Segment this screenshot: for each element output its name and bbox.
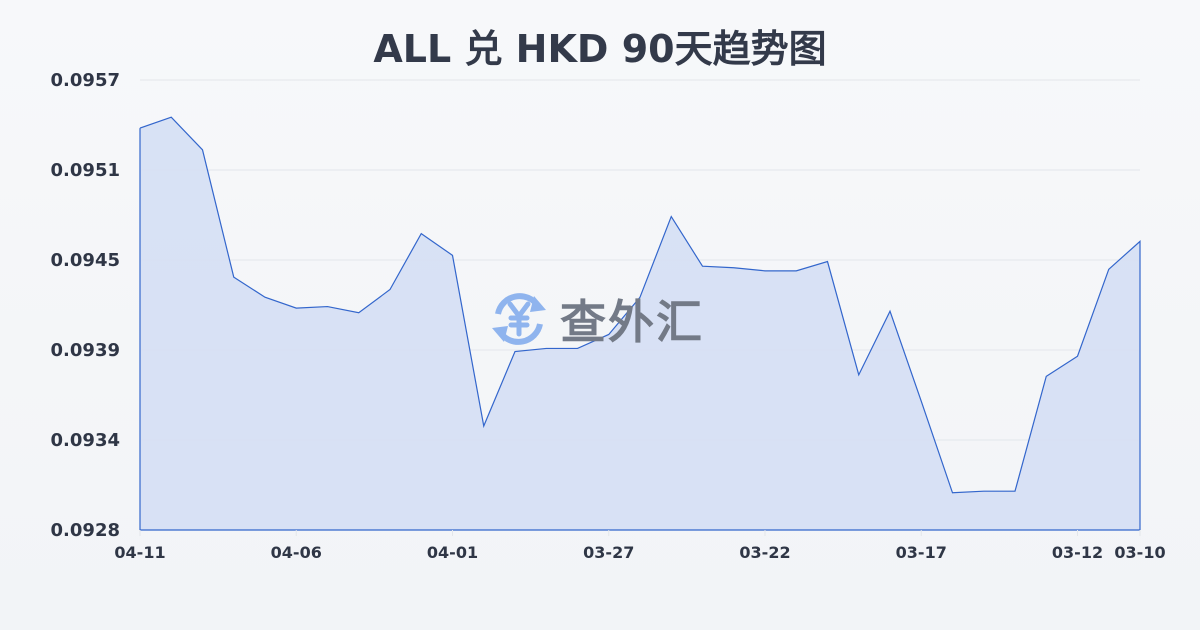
chart-title: ALL 兑 HKD 90天趋势图 [373, 27, 827, 71]
y-tick-label: 0.0928 [51, 520, 120, 541]
x-tick-label: 04-01 [427, 543, 478, 562]
watermark-text: 查外汇 [560, 295, 704, 349]
y-tick-label: 0.0951 [51, 160, 120, 181]
y-tick-label: 0.0934 [51, 430, 120, 451]
x-tick-label: 04-11 [114, 543, 165, 562]
x-tick-label: 03-12 [1052, 543, 1103, 562]
yuan-exchange-icon [492, 293, 546, 345]
x-tick-label: 03-22 [739, 543, 790, 562]
series-line [139, 116, 1141, 530]
watermark: 查外汇 [488, 286, 704, 352]
x-tick-label: 03-27 [583, 543, 634, 562]
x-tick-label: 04-06 [271, 543, 322, 562]
y-tick-label: 0.0939 [51, 340, 120, 361]
area-fill [140, 117, 1140, 530]
x-tick-label: 03-17 [896, 543, 947, 562]
x-tick-label: 03-10 [1114, 543, 1165, 562]
y-tick-label: 0.0945 [51, 250, 120, 271]
y-tick-label: 0.0957 [51, 70, 120, 91]
